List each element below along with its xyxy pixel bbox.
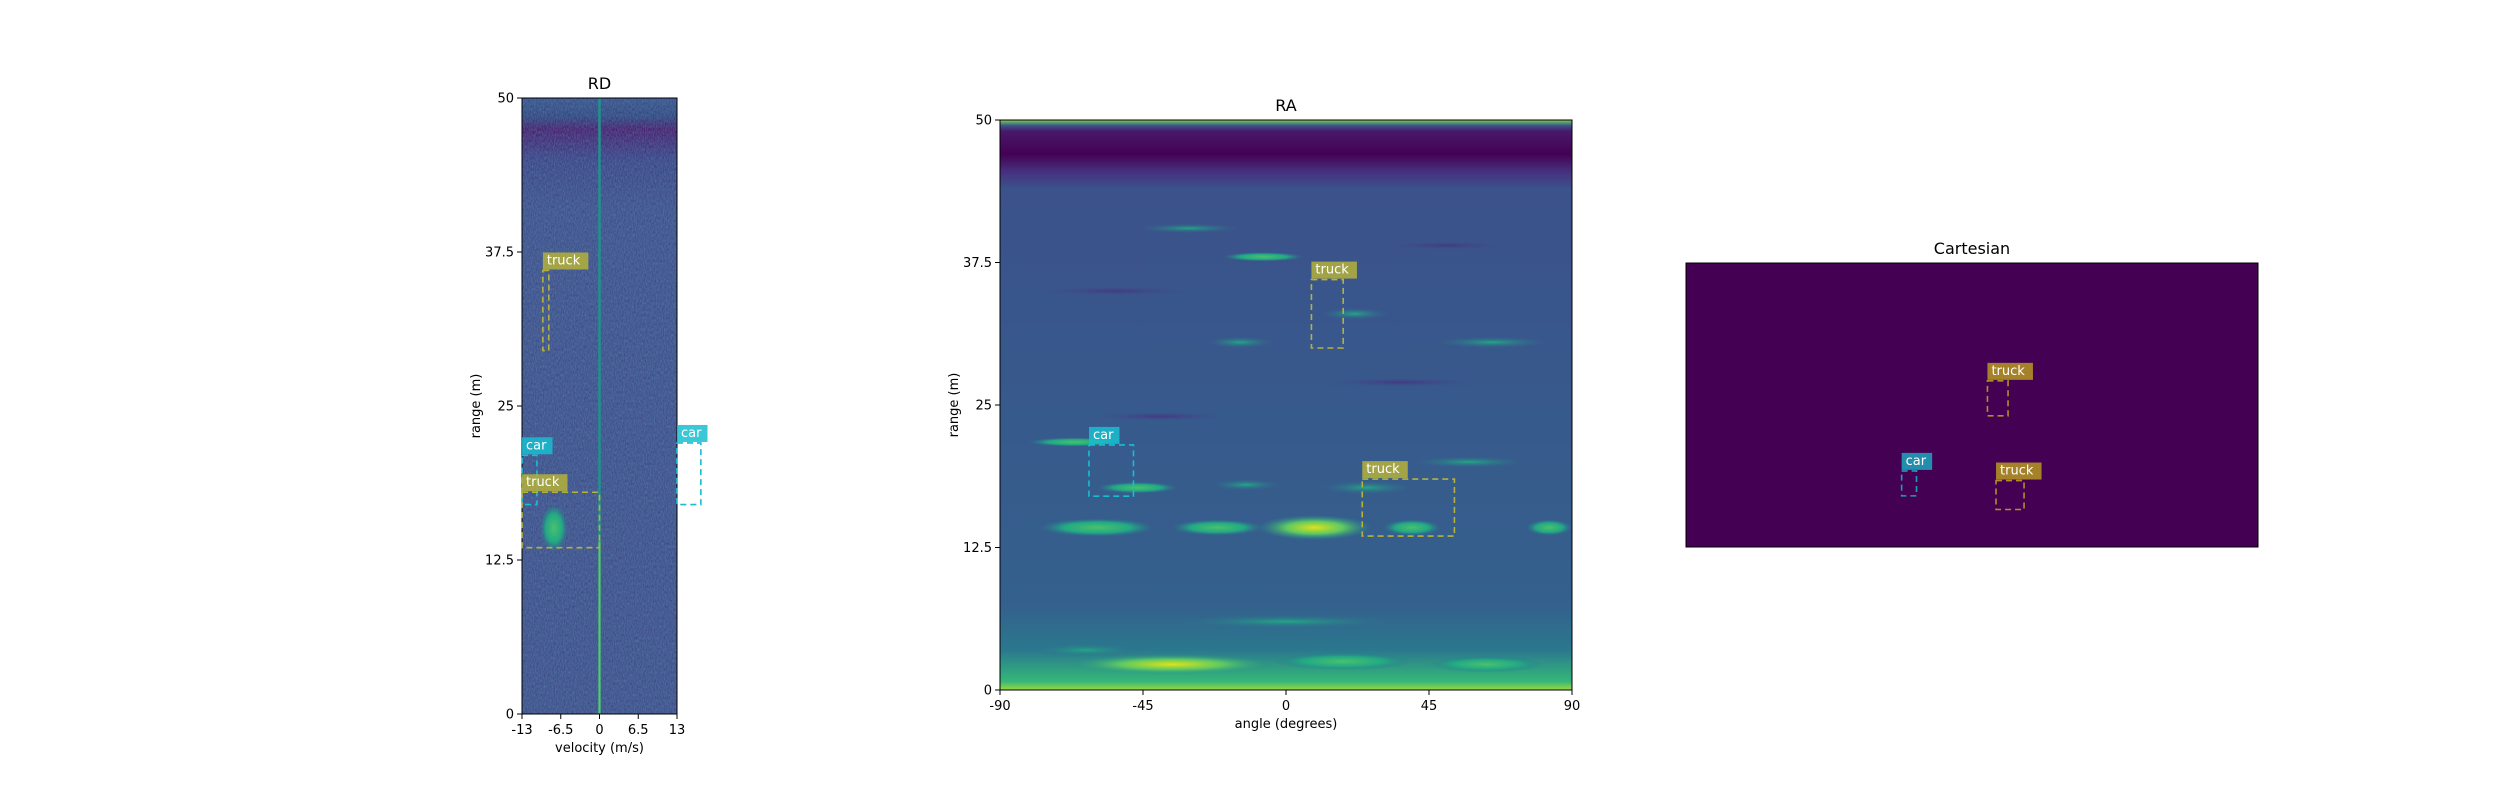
- annotation-label-truck-bg: [1996, 462, 2042, 480]
- annotation-label-truck-bg: [1362, 461, 1408, 479]
- x-tick-label: 45: [1421, 699, 1438, 714]
- y-tick-label: 25: [497, 400, 514, 415]
- heatmap-blob: [1211, 479, 1281, 491]
- y-axis-label: range (m): [469, 374, 484, 439]
- x-tick-label: -6.5: [548, 723, 573, 738]
- y-tick-label: 0: [506, 708, 514, 723]
- heatmap-blob: [1223, 252, 1304, 262]
- annotation-label-truck: truck: [526, 475, 560, 490]
- annotation-label-truck-bg: [1311, 261, 1357, 279]
- heatmap-blob: [1320, 308, 1389, 320]
- y-axis-label: range (m): [947, 373, 962, 438]
- annotation-label-truck-bg: [542, 252, 589, 270]
- y-tick-label: 12.5: [963, 541, 992, 556]
- panel-plot-area: [522, 98, 677, 714]
- heatmap-blob: [1429, 656, 1544, 673]
- heatmap-blob: [1171, 614, 1401, 629]
- panel-plot-area: [1686, 263, 2258, 547]
- annotation-box-truck: [521, 491, 601, 549]
- heatmap-blob: [1034, 286, 1195, 296]
- annotation-label-car-bg: [1088, 426, 1120, 444]
- x-tick-label: -45: [1132, 699, 1153, 714]
- annotation-label-truck-bg: [522, 474, 568, 492]
- heatmap-blob: [1068, 654, 1275, 675]
- y-tick-label: 0: [984, 684, 992, 699]
- annotation-box-truck: [1361, 478, 1456, 537]
- panel-cartesian: Cartesian truck car truck: [1685, 239, 2259, 548]
- x-tick-label: 90: [1564, 699, 1581, 714]
- heatmap-blob: [1274, 652, 1412, 671]
- annotation-label-car: car: [681, 426, 702, 441]
- annotation-label-truck-bg: [1987, 362, 2033, 380]
- annotation-label-truck: truck: [2000, 464, 2034, 479]
- annotation-label-car-bg: [522, 437, 553, 455]
- heatmap-blob: [1320, 377, 1481, 387]
- heatmap-blob: [1091, 411, 1229, 421]
- chart-title: Cartesian: [1934, 239, 2010, 258]
- annotation-box-truck: [1986, 380, 2009, 417]
- annotation-label-car: car: [1093, 428, 1114, 443]
- x-tick-label: 6.5: [628, 723, 649, 738]
- chart-title: RD: [588, 74, 611, 93]
- annotation-box-truck: [1310, 278, 1345, 349]
- x-tick-label: -13: [511, 723, 532, 738]
- heatmap-background: [1686, 263, 2258, 547]
- heatmap-blob: [1526, 519, 1572, 536]
- chart-title: RA: [1275, 96, 1296, 115]
- y-tick-label: 25: [975, 399, 992, 414]
- heatmap-blob: [1040, 518, 1155, 537]
- y-tick-label: 12.5: [485, 554, 514, 569]
- annotation-box-truck: [1995, 479, 2025, 511]
- annotation-label-car-bg: [1901, 452, 1933, 470]
- y-tick-label: 50: [497, 92, 514, 107]
- heatmap-blob: [1377, 240, 1515, 250]
- annotation-box-car: [1088, 444, 1135, 497]
- annotation-label-car: car: [526, 438, 547, 453]
- panel-ra: RA -90 -45 0 45 90 0 12.5 25 37.5 50 angle (degrees…: [947, 96, 1580, 732]
- heatmap-blob: [1320, 480, 1412, 495]
- panel-rd: RD -13 -6.5 0 6.5 13 0 12.5 25 37.5 50 velocity (m/…: [469, 74, 708, 756]
- x-axis-label: angle (degrees): [1235, 717, 1338, 732]
- panel-plot-area: [1000, 120, 1572, 690]
- rd-target-blob: [540, 504, 568, 552]
- x-axis-label: velocity (m/s): [555, 741, 644, 756]
- y-tick-label: 50: [975, 114, 992, 129]
- x-tick-label: 0: [1282, 699, 1290, 714]
- heatmap-blob: [1383, 519, 1441, 536]
- annotation-label-car: car: [1906, 454, 1927, 469]
- heatmap-blob: [1171, 519, 1264, 536]
- annotation-label-truck: truck: [1991, 364, 2025, 379]
- x-tick-label: 13: [669, 723, 686, 738]
- heatmap-blob: [1411, 456, 1527, 468]
- axes-frame: [1685, 262, 2259, 548]
- heatmap-blob: [1205, 336, 1275, 348]
- heatmap-blob: [1028, 643, 1144, 657]
- y-tick-label: 37.5: [485, 246, 514, 261]
- heatmap-blob: [1097, 481, 1178, 494]
- x-tick-label: -90: [989, 699, 1010, 714]
- heatmap-blob: [1137, 223, 1241, 233]
- x-tick-label: 0: [595, 723, 603, 738]
- annotation-box-truck: [542, 269, 550, 352]
- annotation-label-truck: truck: [1366, 462, 1400, 477]
- annotation-box-car: [676, 442, 702, 506]
- annotation-label-car-bg: [677, 424, 708, 442]
- heatmap-blob: [1257, 515, 1372, 541]
- annotation-label-truck: truck: [1315, 263, 1349, 278]
- y-tick-label: 37.5: [963, 256, 992, 271]
- heatmap-blob: [1434, 336, 1550, 348]
- annotation-label-truck: truck: [547, 253, 581, 268]
- heatmap-background: [1000, 120, 1572, 690]
